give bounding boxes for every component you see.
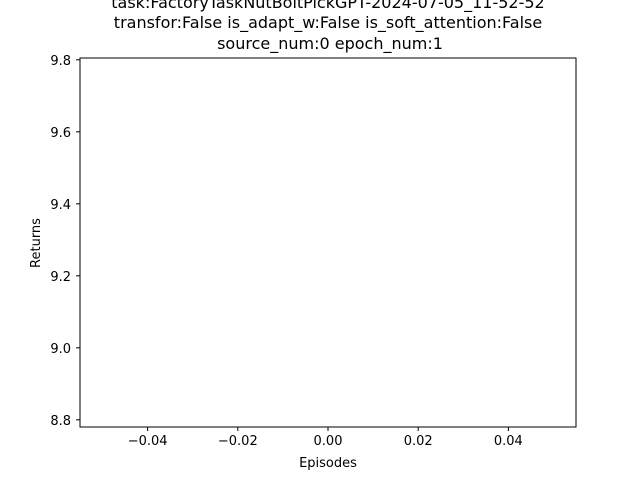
title-line-1: task:FactoryTaskNutBoltPickGPT-2024-07-0… [111,0,544,13]
y-axis-ticks: 8.8 9.0 9.2 9.4 9.6 9.8 [50,54,80,429]
y-tick-label: 8.8 [50,414,71,429]
plot-background [80,58,576,427]
plot-area [80,58,576,427]
y-tick-label: 9.8 [50,54,71,69]
y-tick-label: 9.0 [50,342,71,357]
chart-title: task:FactoryTaskNutBoltPickGPT-2024-07-0… [111,0,544,54]
axes-frame [79,57,577,428]
title-line-3: source_num:0 epoch_num:1 [217,34,443,54]
x-tick-label: −0.02 [218,434,258,449]
x-axis-label: Episodes [299,456,357,471]
y-tick-label: 9.4 [50,198,71,213]
x-tick-label: 0.00 [314,434,343,449]
x-tick-label: −0.04 [128,434,168,449]
title-line-2: transfor:False is_adapt_w:False is_soft_… [114,13,542,33]
x-tick-label: 0.04 [494,434,523,449]
x-tick-label: 0.02 [404,434,433,449]
y-axis-label: Returns [29,218,44,268]
x-axis-ticks: −0.04 −0.02 0.00 0.02 0.04 [128,427,523,449]
y-tick-label: 9.2 [50,270,71,285]
y-tick-label: 9.6 [50,126,71,141]
